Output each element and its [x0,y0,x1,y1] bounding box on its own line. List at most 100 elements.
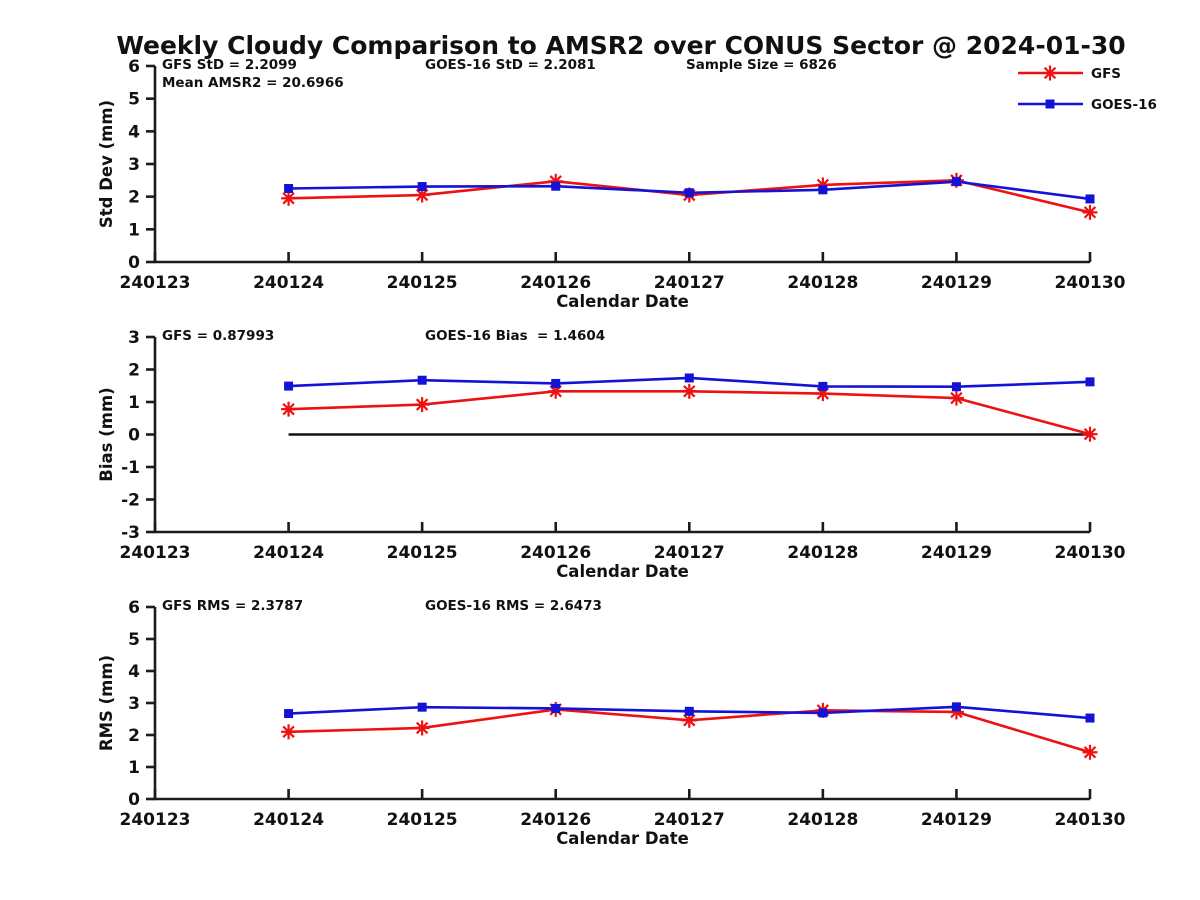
rms-panel-xtick-label: 240124 [253,810,324,830]
rms-panel-ytick-label: 4 [128,662,140,682]
std-dev-panel-asterisk-marker [281,190,297,206]
legend: GFS GOES-16 [1018,65,1157,113]
std-dev-panel-ytick-label: 6 [128,57,140,77]
bias-panel-asterisk-marker [281,401,297,417]
rms-panel-xtick-label: 240125 [387,810,458,830]
rms-panel-square-marker [284,709,294,719]
bias-panel-xtick-label: 240123 [120,543,191,563]
bias-panel-ytick-label: -3 [121,523,140,543]
rms-panel-square-marker [551,703,561,713]
rms-panel-ytick-label: 3 [128,694,140,714]
bias-panel-ytick-label: 3 [128,328,140,348]
std-dev-panel-axes [153,66,1090,264]
bias-panel-ytick-label: 1 [128,393,140,413]
legend-asterisk-icon [1042,65,1058,81]
bias-panel-xtick-label: 240124 [253,543,324,563]
std-dev-panel: 0 1 2 3 4 5 6 240123 240124 240125 240126 240127 240… [97,57,1126,311]
bias-panel-annotation: GFS = 0.87993 [162,328,274,344]
std-dev-panel-annotation: Sample Size = 6826 [686,57,837,73]
std-dev-panel-ylabel: Std Dev (mm) [97,100,116,228]
bias-panel-annotation: GOES-16 Bias = 1.4604 [425,328,605,344]
rms-panel-xtick-label: 240130 [1055,810,1126,830]
std-dev-panel-square-marker [818,185,828,195]
std-dev-panel-square-marker [551,181,561,191]
std-dev-panel-ytick-label: 3 [128,155,140,175]
bias-panel-xtick-label: 240127 [654,543,725,563]
std-dev-panel-annotation: GFS StD = 2.2099 [162,57,297,73]
std-dev-panel-ytick-label: 2 [128,188,140,208]
std-dev-panel-ytick-label: 5 [128,90,140,110]
bias-panel-ytick-label: 2 [128,361,140,381]
rms-panel-asterisk-marker [414,720,430,736]
bias-panel-asterisk-marker [948,390,964,406]
bias-panel-xtick-label: 240125 [387,543,458,563]
std-dev-panel-square-marker [284,184,294,193]
bias-panel-square-marker [551,378,561,388]
bias-panel-ytick-label: -1 [121,458,140,478]
rms-panel-axes [153,607,1090,801]
bias-panel-square-marker [284,381,294,391]
rms-panel-ytick-label: 2 [128,726,140,746]
rms-panel-ytick-label: 6 [128,598,140,618]
std-dev-panel-xtick-label: 240129 [921,273,992,293]
std-dev-panel-xtick-label: 240127 [654,273,725,293]
rms-panel-xlabel: Calendar Date [556,829,689,848]
std-dev-panel-xtick-label: 240125 [387,273,458,293]
std-dev-panel-xtick-label: 240124 [253,273,324,293]
bias-panel-square-marker [1085,377,1095,387]
std-dev-panel-xlabel: Calendar Date [556,292,689,311]
rms-panel: 0 1 2 3 4 5 6 240123 240124 240125 240126 240127 240… [97,598,1126,848]
rms-panel-square-marker [951,702,961,712]
rms-panel-ytick-label: 5 [128,630,140,650]
bias-panel-xtick-label: 240130 [1055,543,1126,563]
std-dev-panel-square-marker [1085,194,1095,204]
bias-panel-square-marker [951,382,961,392]
rms-panel-xtick-label: 240128 [787,810,858,830]
std-dev-panel-xtick-label: 240123 [120,273,191,293]
legend-label-gfs: GFS [1091,66,1121,82]
std-dev-panel-square-marker [417,182,427,192]
bias-panel-xtick-label: 240129 [921,543,992,563]
rms-panel-annotation: GFS RMS = 2.3787 [162,598,303,614]
bias-panel-square-marker [417,375,427,385]
bias-panel-ytick-label: 0 [128,426,140,446]
rms-panel-xtick-label: 240126 [520,810,591,830]
rms-panel-square-marker [684,706,694,716]
std-dev-panel-annotation: GOES-16 StD = 2.2081 [425,57,596,73]
bias-panel-xtick-label: 240128 [787,543,858,563]
rms-panel-ytick-label: 1 [128,758,140,778]
bias-panel-asterisk-marker [414,397,430,413]
std-dev-panel-ytick-label: 0 [128,253,140,273]
rms-panel-xtick-label: 240129 [921,810,992,830]
bias-panel-ylabel: Bias (mm) [97,387,116,481]
rms-panel-xtick-label: 240127 [654,810,725,830]
bias-panel-square-marker [684,373,694,383]
bias-panel-asterisk-marker [681,383,697,399]
chart-title: Weekly Cloudy Comparison to AMSR2 over C… [116,31,1126,60]
bias-panel: -3 -2 -1 0 1 2 3 240123 240124 240125 240126 240127… [97,328,1126,581]
rms-panel-asterisk-marker [1082,744,1098,760]
bias-panel-asterisk-marker [1082,426,1098,442]
bias-panel-ytick-label: -2 [121,491,140,511]
bias-panel-xlabel: Calendar Date [556,562,689,581]
std-dev-panel-annotation: Mean AMSR2 = 20.6966 [162,75,344,91]
rms-panel-ytick-label: 0 [128,790,140,810]
std-dev-panel-ytick-label: 4 [128,122,140,142]
std-dev-panel-xtick-label: 240126 [520,273,591,293]
std-dev-panel-square-marker [951,177,961,187]
std-dev-panel-asterisk-marker [1082,204,1098,220]
bias-panel-xtick-label: 240126 [520,543,591,563]
std-dev-panel-square-marker [684,188,694,198]
rms-panel-square-marker [818,708,828,718]
std-dev-panel-ytick-label: 1 [128,220,140,240]
rms-panel-square-marker [1085,713,1095,723]
std-dev-panel-xtick-label: 240128 [787,273,858,293]
rms-panel-ylabel: RMS (mm) [97,655,116,751]
legend-label-goes-16: GOES-16 [1091,97,1157,113]
bias-panel-square-marker [818,381,828,391]
rms-panel-square-marker [417,702,427,712]
legend-square-icon [1045,99,1055,109]
rms-panel-asterisk-marker [281,724,297,740]
